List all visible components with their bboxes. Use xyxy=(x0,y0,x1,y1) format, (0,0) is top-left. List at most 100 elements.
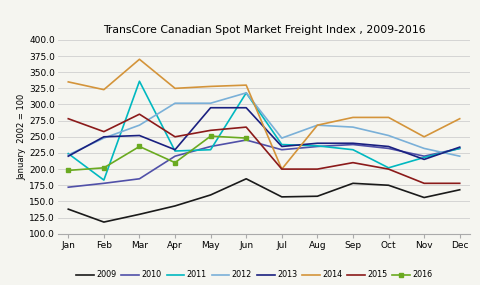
2009 xyxy=(172,204,178,208)
2011 xyxy=(279,143,285,146)
2013 xyxy=(137,134,143,137)
2009 xyxy=(243,177,249,180)
2014 xyxy=(279,167,285,171)
2009 xyxy=(314,195,320,198)
2009 xyxy=(421,196,427,199)
2012 xyxy=(350,125,356,129)
2010 xyxy=(350,143,356,146)
Legend: 2009, 2010, 2011, 2012, 2013, 2014, 2015, 2016: 2009, 2010, 2011, 2012, 2013, 2014, 2015… xyxy=(74,269,434,281)
2014 xyxy=(385,116,391,119)
2015 xyxy=(137,113,143,116)
2012 xyxy=(137,123,143,127)
2015 xyxy=(172,135,178,139)
2009 xyxy=(137,213,143,216)
2013 xyxy=(172,148,178,151)
2012 xyxy=(279,137,285,140)
2010 xyxy=(137,177,143,180)
2012 xyxy=(243,91,249,95)
2011 xyxy=(314,144,320,148)
2016 xyxy=(208,135,214,138)
2010 xyxy=(208,145,214,148)
Line: 2011: 2011 xyxy=(68,81,460,180)
2013 xyxy=(65,154,71,158)
2013 xyxy=(350,142,356,145)
2010 xyxy=(457,147,463,150)
2013 xyxy=(314,142,320,145)
Line: 2016: 2016 xyxy=(66,134,249,173)
Title: TransCore Canadian Spot Market Freight Index , 2009-2016: TransCore Canadian Spot Market Freight I… xyxy=(103,25,425,35)
2012 xyxy=(65,153,71,156)
2011 xyxy=(137,80,143,83)
2015 xyxy=(457,182,463,185)
2012 xyxy=(208,101,214,105)
2010 xyxy=(65,186,71,189)
2014 xyxy=(421,135,427,139)
2010 xyxy=(421,154,427,158)
2014 xyxy=(314,123,320,127)
2016 xyxy=(65,169,71,172)
2012 xyxy=(172,101,178,105)
2012 xyxy=(101,137,107,140)
2014 xyxy=(172,87,178,90)
Line: 2015: 2015 xyxy=(68,114,460,183)
2011 xyxy=(172,149,178,153)
2009 xyxy=(385,184,391,187)
2013 xyxy=(279,145,285,148)
2013 xyxy=(208,106,214,109)
2011 xyxy=(65,152,71,155)
2013 xyxy=(243,106,249,109)
2011 xyxy=(350,148,356,151)
2014 xyxy=(350,116,356,119)
2011 xyxy=(243,91,249,95)
2016 xyxy=(243,137,249,140)
2011 xyxy=(385,166,391,170)
Line: 2010: 2010 xyxy=(68,140,460,187)
2015 xyxy=(65,117,71,121)
2009 xyxy=(457,188,463,192)
2015 xyxy=(350,161,356,164)
2011 xyxy=(457,147,463,150)
2009 xyxy=(208,193,214,197)
2016 xyxy=(101,166,107,170)
2013 xyxy=(457,145,463,149)
2014 xyxy=(101,88,107,91)
Y-axis label: January  2002 = 100: January 2002 = 100 xyxy=(17,94,26,180)
2015 xyxy=(385,167,391,171)
2010 xyxy=(172,154,178,158)
2013 xyxy=(385,145,391,148)
2015 xyxy=(101,130,107,133)
2011 xyxy=(421,156,427,159)
2011 xyxy=(208,148,214,151)
2014 xyxy=(137,58,143,61)
2012 xyxy=(385,134,391,137)
2010 xyxy=(279,148,285,151)
2012 xyxy=(421,147,427,150)
2016 xyxy=(172,161,178,164)
2013 xyxy=(101,135,107,139)
Line: 2013: 2013 xyxy=(68,108,460,159)
2014 xyxy=(65,80,71,84)
2015 xyxy=(243,125,249,129)
2010 xyxy=(101,182,107,185)
Line: 2014: 2014 xyxy=(68,59,460,169)
2009 xyxy=(65,207,71,211)
2010 xyxy=(314,145,320,148)
2012 xyxy=(457,154,463,158)
2016 xyxy=(137,145,143,148)
2013 xyxy=(421,158,427,161)
2014 xyxy=(208,85,214,88)
2010 xyxy=(243,138,249,142)
Line: 2009: 2009 xyxy=(68,179,460,222)
2015 xyxy=(279,167,285,171)
2015 xyxy=(314,167,320,171)
2009 xyxy=(279,195,285,199)
2011 xyxy=(101,178,107,182)
2010 xyxy=(385,147,391,150)
2009 xyxy=(101,220,107,224)
Line: 2012: 2012 xyxy=(68,93,460,156)
2015 xyxy=(421,182,427,185)
2014 xyxy=(457,117,463,121)
2015 xyxy=(208,129,214,132)
2009 xyxy=(350,182,356,185)
2014 xyxy=(243,84,249,87)
